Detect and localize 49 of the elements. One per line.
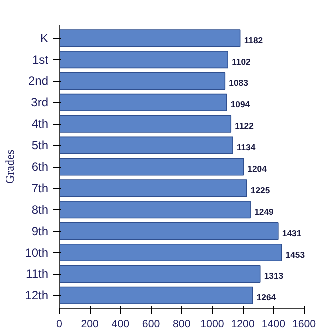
data-label: 1134 bbox=[236, 142, 256, 153]
bar bbox=[60, 115, 232, 133]
bar bbox=[60, 201, 251, 219]
y-tick-label: 9th bbox=[32, 224, 49, 238]
bar bbox=[60, 180, 248, 198]
data-label: 1094 bbox=[230, 100, 250, 110]
bar bbox=[60, 30, 241, 48]
y-tick-label: 6th bbox=[32, 160, 49, 174]
y-tick-label: 11th bbox=[26, 267, 49, 282]
y-tick-label: 5th bbox=[32, 138, 49, 153]
x-tick-label: 1600 bbox=[292, 318, 316, 330]
y-tick-label: 10th bbox=[25, 246, 49, 260]
data-label: 1431 bbox=[282, 228, 302, 238]
y-tick-label: 2nd bbox=[28, 74, 49, 88]
data-label: 1313 bbox=[264, 271, 284, 282]
x-tick-label: 1400 bbox=[262, 318, 286, 330]
data-label: 1225 bbox=[250, 185, 270, 196]
x-tick-label: 1000 bbox=[200, 318, 224, 330]
data-label: 1122 bbox=[235, 121, 254, 132]
data-label: 1204 bbox=[248, 164, 268, 174]
y-tick-label: 7th bbox=[32, 181, 49, 196]
data-label: 1264 bbox=[256, 292, 276, 303]
x-tick-label: 0 bbox=[56, 318, 63, 330]
x-tick-label: 400 bbox=[112, 318, 130, 330]
y-tick-label: 4th bbox=[32, 117, 49, 132]
bar bbox=[60, 94, 228, 112]
data-label: 1453 bbox=[286, 250, 306, 260]
y-tick-label: K bbox=[40, 31, 49, 46]
y-tick-label: 1st bbox=[32, 52, 50, 67]
x-tick-label: 200 bbox=[81, 318, 100, 330]
bar bbox=[60, 286, 254, 304]
bar bbox=[60, 244, 282, 262]
x-tick-label: 800 bbox=[172, 318, 191, 330]
bar bbox=[60, 265, 261, 283]
y-tick-label: 3rd bbox=[31, 96, 48, 110]
y-tick-label: 8th bbox=[32, 202, 49, 217]
y-tick-label: 12th bbox=[25, 288, 49, 303]
data-label: 1102 bbox=[232, 56, 252, 67]
data-label: 1182 bbox=[244, 35, 264, 46]
x-tick-label: 1200 bbox=[231, 318, 255, 330]
bar bbox=[60, 136, 234, 154]
bar bbox=[60, 222, 279, 240]
bar bbox=[60, 51, 228, 69]
y-axis-title: Grades bbox=[3, 150, 18, 184]
bar bbox=[60, 72, 226, 90]
data-label: 1249 bbox=[254, 206, 274, 217]
x-tick-label: 600 bbox=[142, 318, 160, 330]
bar bbox=[60, 158, 244, 176]
data-label: 1083 bbox=[229, 78, 249, 88]
